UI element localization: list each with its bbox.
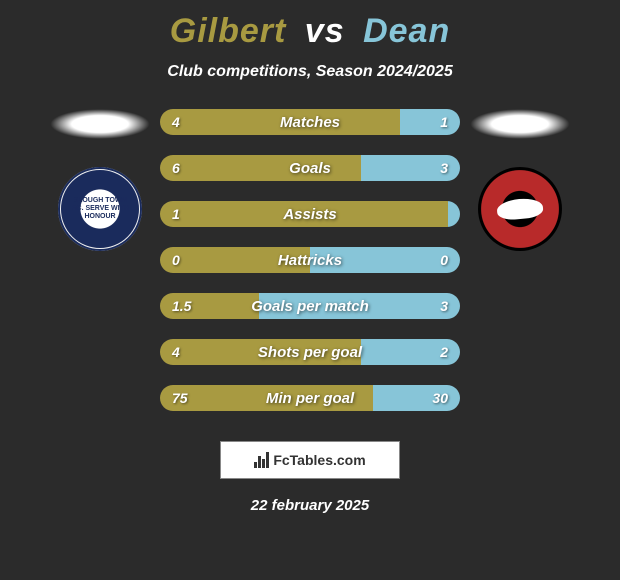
- player2-silhouette: [470, 109, 570, 139]
- stat-right-value: 0: [310, 247, 460, 273]
- stat-left-value: 0: [160, 247, 310, 273]
- stat-row: 42Shots per goal: [160, 339, 460, 365]
- comparison-date: 22 february 2025: [0, 497, 620, 514]
- stat-row: 41Matches: [160, 109, 460, 135]
- stat-right-value: 1: [400, 109, 460, 135]
- stat-row: 00Hattricks: [160, 247, 460, 273]
- stat-left-value: 4: [160, 109, 400, 135]
- stat-right-value: [448, 201, 460, 227]
- stat-right-value: 3: [259, 293, 460, 319]
- stat-left-value: 4: [160, 339, 361, 365]
- stat-left-value: 6: [160, 155, 361, 181]
- source-brand: FcTables.com: [220, 441, 400, 479]
- right-side: TRURO CITY FOOTBALL CLUB EST. 1889: [460, 109, 580, 251]
- stat-right-value: 30: [373, 385, 460, 411]
- stat-row: 63Goals: [160, 155, 460, 181]
- stat-row: 1Assists: [160, 201, 460, 227]
- vs-separator: vs: [305, 12, 345, 50]
- comparison-title: Gilbert vs Dean: [0, 0, 620, 51]
- bar-chart-icon: [254, 452, 269, 468]
- comparison-main: SLOUGH TOWN F.C. SERVE WITH HONOUR 41Mat…: [0, 109, 620, 411]
- player1-club-label: SLOUGH TOWN F.C. SERVE WITH HONOUR: [67, 197, 133, 220]
- stat-left-value: 75: [160, 385, 373, 411]
- stat-left-value: 1: [160, 201, 448, 227]
- brand-text: FcTables.com: [273, 452, 365, 468]
- player2-club-crest: TRURO CITY FOOTBALL CLUB EST. 1889: [478, 167, 562, 251]
- player1-silhouette: [50, 109, 150, 139]
- stat-bars: 41Matches 63Goals 1Assists 00Hattricks 1.53G…: [160, 109, 460, 411]
- player1-club-crest: SLOUGH TOWN F.C. SERVE WITH HONOUR: [58, 167, 142, 251]
- subtitle: Club competitions, Season 2024/2025: [0, 63, 620, 81]
- left-side: SLOUGH TOWN F.C. SERVE WITH HONOUR: [40, 109, 160, 251]
- stat-row: 7530Min per goal: [160, 385, 460, 411]
- player1-name: Gilbert: [170, 12, 287, 50]
- stat-left-value: 1.5: [160, 293, 259, 319]
- player2-name: Dean: [363, 12, 450, 50]
- stat-right-value: 2: [361, 339, 460, 365]
- stat-row: 1.53Goals per match: [160, 293, 460, 319]
- stat-right-value: 3: [361, 155, 460, 181]
